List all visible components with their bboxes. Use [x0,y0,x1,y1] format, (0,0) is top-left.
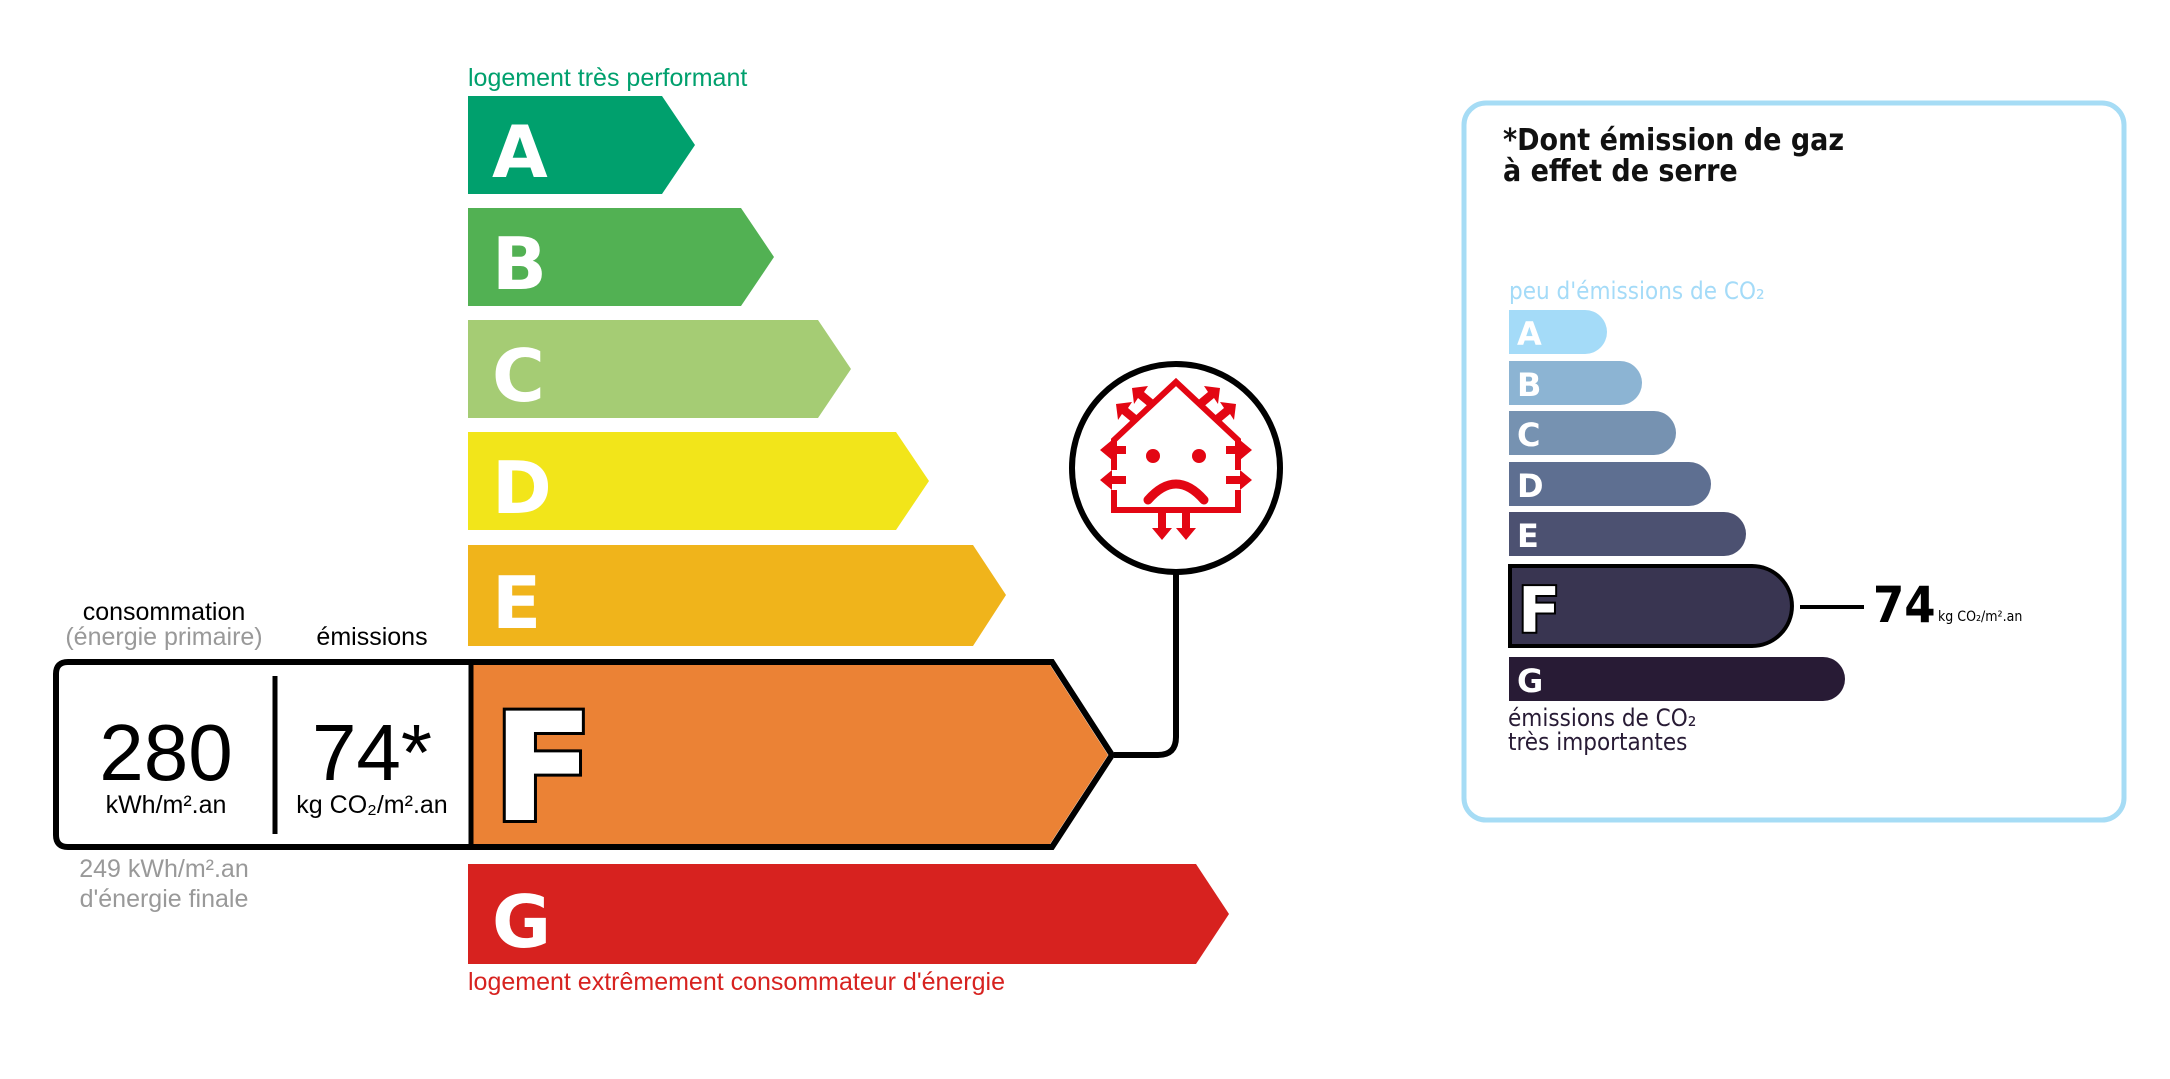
svg-text:C: C [492,334,545,418]
svg-text:C: C [1517,416,1540,454]
svg-text:F: F [1518,574,1560,647]
sad-house-heat-loss-icon [1069,361,1283,575]
ges-bottom-caption-line2: très importantes [1508,728,1687,756]
ges-class-a: A [1509,310,1607,354]
ges-class-f-current: F [1508,564,1794,649]
svg-text:A: A [492,110,548,194]
energy-class-g: G [468,864,1229,964]
consumption-sublabel: (énergie primaire) [65,623,262,651]
energy-class-d: D [468,432,929,530]
energy-class-e: E [468,545,1006,646]
ges-value: 74 [1873,576,1936,634]
ges-class-e: E [1509,512,1746,556]
svg-text:B: B [492,222,547,306]
svg-text:D: D [492,446,552,530]
consumption-value: 280 [99,708,232,797]
energy-class-c: C [468,320,851,418]
ges-class-g: G [1509,657,1845,701]
emissions-label: émissions [316,623,427,651]
svg-text:G: G [492,880,551,964]
ges-bottom-caption-line1: émissions de CO₂ [1508,704,1696,732]
ges-top-caption: peu d'émissions de CO₂ [1509,277,1765,305]
ges-title-line2: à effet de serre [1503,154,1738,189]
svg-text:E: E [492,561,541,645]
ges-unit: kg CO₂/m².an [1938,609,2022,625]
final-energy-value: 249 kWh/m².an [79,855,249,883]
svg-text:A: A [1517,315,1542,353]
svg-text:F: F [492,682,594,856]
icon-connector [1114,573,1179,758]
ges-class-b: B [1509,361,1642,405]
ges-class-c: C [1509,411,1676,455]
svg-text:D: D [1517,467,1544,505]
energy-class-a: A [468,96,695,194]
ges-title-line1: *Dont émission de gaz [1503,123,1844,158]
energy-class-f-current: F [53,659,1116,859]
emissions-value: 74* [312,708,432,797]
svg-text:B: B [1517,366,1541,404]
final-energy-label: d'énergie finale [80,885,249,913]
consumption-unit: kWh/m².an [106,791,227,819]
svg-text:E: E [1517,517,1539,555]
top-caption: logement très performant [468,64,747,92]
energy-class-b: B [468,208,774,306]
svg-text:G: G [1517,662,1543,700]
ges-class-d: D [1509,462,1711,506]
bottom-caption: logement extrêmement consommateur d'éner… [468,968,1005,996]
emissions-unit: kg CO₂/m².an [296,791,447,819]
consumption-label: consommation [83,598,246,626]
